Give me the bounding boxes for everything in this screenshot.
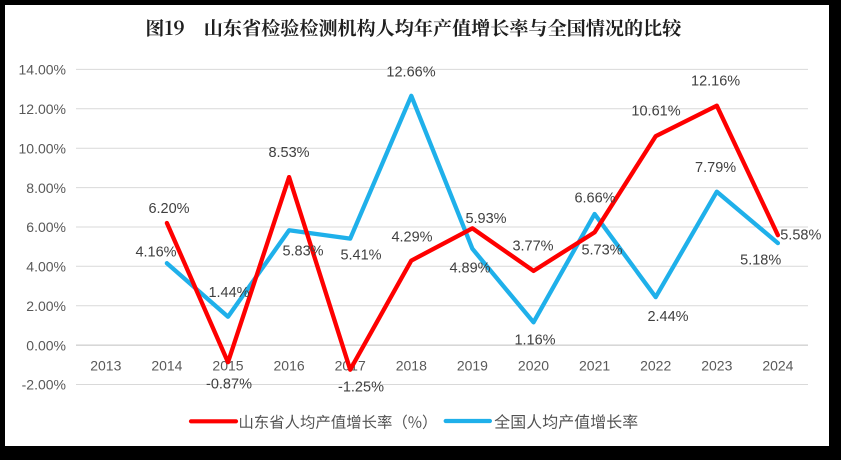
svg-text:6.00%: 6.00% <box>26 219 66 235</box>
svg-text:12.00%: 12.00% <box>19 101 66 117</box>
svg-text:12.66%: 12.66% <box>386 64 435 80</box>
svg-text:-0.87%: -0.87% <box>206 376 252 392</box>
svg-text:2.00%: 2.00% <box>26 298 66 314</box>
svg-text:2016: 2016 <box>274 358 305 374</box>
svg-text:14.00%: 14.00% <box>19 62 66 78</box>
svg-text:4.00%: 4.00% <box>26 259 66 275</box>
svg-text:2020: 2020 <box>518 358 549 374</box>
svg-text:7.79%: 7.79% <box>695 160 736 176</box>
svg-text:2024: 2024 <box>762 358 793 374</box>
svg-text:1.44%: 1.44% <box>208 285 249 301</box>
svg-text:2014: 2014 <box>151 358 182 374</box>
svg-text:5.58%: 5.58% <box>780 227 821 243</box>
svg-text:0.00%: 0.00% <box>26 337 66 353</box>
svg-text:4.89%: 4.89% <box>449 260 490 276</box>
svg-text:2018: 2018 <box>396 358 427 374</box>
svg-text:8.53%: 8.53% <box>268 145 309 161</box>
svg-text:2021: 2021 <box>579 358 610 374</box>
svg-text:5.18%: 5.18% <box>740 252 781 268</box>
svg-text:2019: 2019 <box>457 358 488 374</box>
svg-text:1.16%: 1.16% <box>514 332 555 348</box>
svg-text:8.00%: 8.00% <box>26 180 66 196</box>
svg-text:2023: 2023 <box>701 358 732 374</box>
svg-text:5.83%: 5.83% <box>282 243 323 259</box>
svg-text:4.29%: 4.29% <box>391 229 432 245</box>
svg-text:2013: 2013 <box>90 358 121 374</box>
svg-text:5.93%: 5.93% <box>465 211 506 227</box>
svg-text:2015: 2015 <box>212 358 243 374</box>
svg-text:5.41%: 5.41% <box>340 247 381 263</box>
svg-text:6.66%: 6.66% <box>574 190 615 206</box>
svg-text:-1.25%: -1.25% <box>338 379 384 395</box>
svg-text:4.16%: 4.16% <box>135 244 176 260</box>
svg-text:-2.00%: -2.00% <box>22 377 66 393</box>
svg-text:6.20%: 6.20% <box>148 201 189 217</box>
svg-text:10.61%: 10.61% <box>631 103 680 119</box>
svg-text:2.44%: 2.44% <box>647 309 688 325</box>
svg-text:10.00%: 10.00% <box>19 140 66 156</box>
svg-text:5.73%: 5.73% <box>581 242 622 258</box>
svg-text:3.77%: 3.77% <box>512 238 553 254</box>
svg-text:2022: 2022 <box>640 358 671 374</box>
svg-text:12.16%: 12.16% <box>691 73 740 89</box>
